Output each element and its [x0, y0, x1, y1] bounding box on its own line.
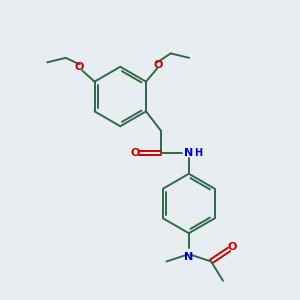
Text: O: O [74, 62, 84, 72]
Text: N: N [184, 148, 194, 158]
Text: N: N [184, 252, 194, 262]
Text: O: O [130, 148, 140, 158]
Text: O: O [228, 242, 237, 252]
Text: O: O [154, 60, 163, 70]
Text: H: H [195, 148, 203, 158]
